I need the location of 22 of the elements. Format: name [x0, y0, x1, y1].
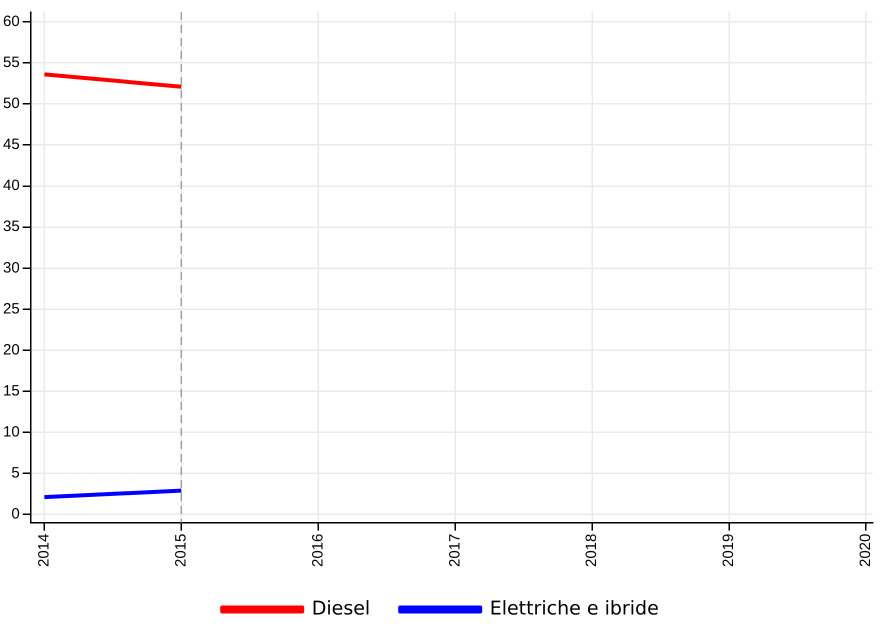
y-tick-label: 25 [2, 300, 20, 318]
y-tick-label: 55 [2, 54, 20, 72]
y-tick-label: 40 [2, 177, 20, 194]
x-tick-label: 2015 [172, 534, 190, 568]
x-tick-label: 2020 [857, 534, 874, 568]
y-tick-label: 0 [11, 506, 20, 523]
legend-label: Elettriche e ibride [490, 597, 659, 620]
x-tick-label: 2018 [583, 534, 600, 568]
y-tick-label: 5 [11, 464, 20, 482]
legend-label: Diesel [312, 597, 370, 620]
x-tick-label: 2019 [720, 534, 738, 568]
y-tick-label: 20 [2, 341, 20, 358]
y-tick-label: 15 [2, 382, 20, 400]
x-tick-label: 2016 [309, 534, 326, 568]
y-tick-label: 45 [2, 136, 20, 154]
x-tick-label: 2014 [36, 534, 53, 568]
y-tick-label: 50 [2, 95, 20, 112]
y-tick-label: 30 [2, 259, 20, 276]
y-tick-label: 35 [2, 218, 20, 236]
y-tick-label: 60 [2, 12, 20, 30]
y-tick-label: 10 [2, 423, 20, 440]
x-tick-label: 2017 [446, 534, 464, 568]
